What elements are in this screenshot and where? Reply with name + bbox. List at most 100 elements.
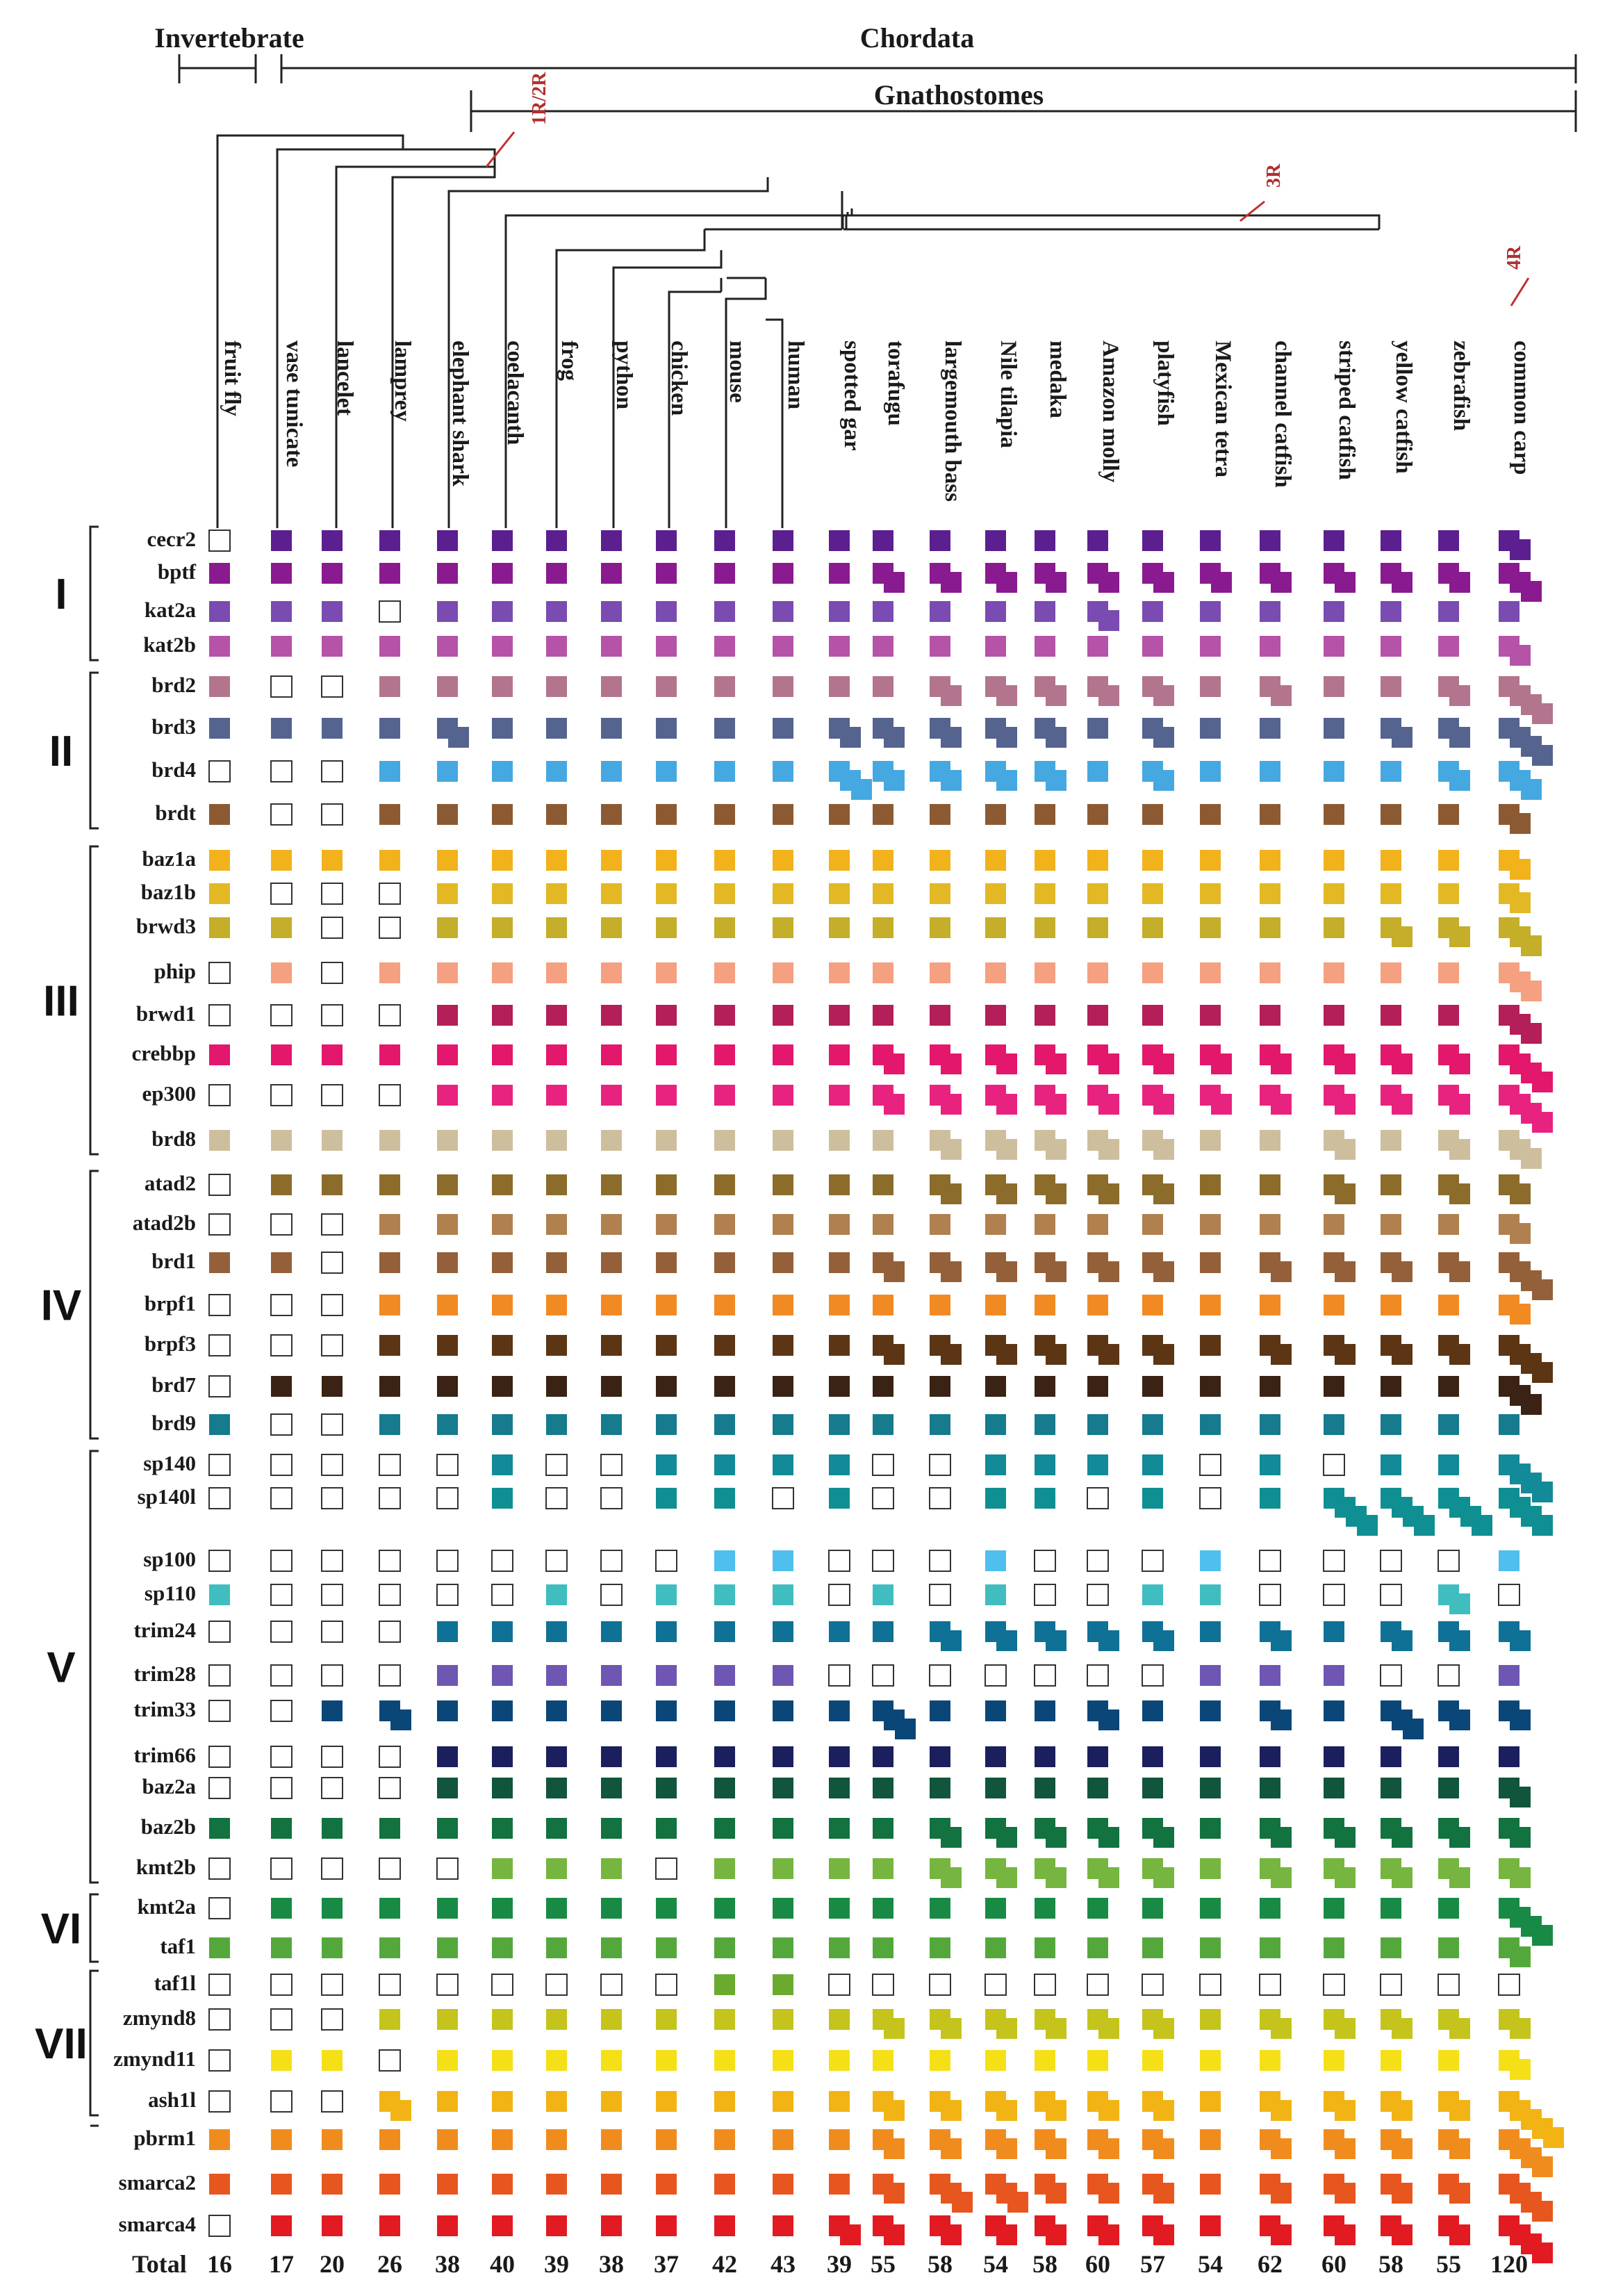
gene-copy-cell [873,1174,893,1195]
gene-copy-cell [1035,1376,1055,1397]
absent-cell [270,1700,293,1722]
gene-copy-cell [930,1778,950,1798]
gene-copy-cell [773,1621,793,1642]
chordata-label: Chordata [860,22,974,54]
gene-copy-cell [773,718,793,739]
gene-copy-cell [985,1488,1006,1509]
absent-cell [379,1550,401,1572]
absent-cell [321,1858,343,1880]
gene-copy-cell [1449,2018,1470,2039]
gene-copy-cell [829,1295,850,1315]
absent-cell [1259,1974,1281,1996]
gene-copy-cell [492,2091,513,2112]
group-label: V [47,1644,75,1692]
gene-copy-cell [714,1898,735,1919]
gene-copy-cell [996,2224,1017,2245]
gene-copy-cell [601,1130,622,1151]
gene-copy-cell [996,770,1017,791]
gene-copy-cell [656,1174,677,1195]
gene-copy-cell [1392,1094,1412,1115]
absent-cell [208,1897,231,1919]
gene-copy-cell [996,1139,1017,1160]
gene-copy-cell [1098,1053,1119,1074]
gene-copy-cell [1087,530,1108,551]
gene-copy-cell [546,1044,567,1065]
gene-copy-cell [546,761,567,782]
gene-copy-cell [601,1746,622,1767]
gene-copy-cell [656,563,677,584]
gene-copy-cell [1200,883,1221,904]
gene-copy-cell [1392,926,1412,947]
gene-label: taf1l [154,1971,197,1995]
gene-copy-cell [1521,981,1542,1001]
gene-copy-cell [1260,1488,1280,1509]
gene-copy-cell [985,1214,1006,1235]
absent-cell [545,1974,568,1996]
gene-copy-cell [1381,1376,1401,1397]
gene-copy-cell [829,1005,850,1026]
gene-copy-cell [1324,1700,1344,1721]
gene-copy-cell [1472,1515,1492,1536]
gene-copy-cell [1087,917,1108,938]
gene-copy-cell [1532,1482,1553,1502]
gene-label: brpf1 [145,1291,196,1315]
gene-copy-cell [1392,1344,1412,1365]
gene-copy-cell [1438,1778,1459,1798]
absent-cell [208,1746,231,1768]
gene-copy-cell [546,1937,567,1958]
gene-copy-cell [1271,2183,1292,2204]
gene-copy-cell [1087,1005,1108,1026]
gene-copy-cell [1510,859,1531,880]
absent-cell [1380,1664,1402,1687]
gene-copy-cell [437,962,458,983]
gene-copy-cell [437,1130,458,1151]
gene-copy-cell [546,530,567,551]
gene-copy-cell [1098,1344,1119,1365]
gene-copy-cell [829,804,850,825]
gene-copy-cell [322,1898,343,1919]
gene-copy-cell [492,636,513,657]
gene-copy-cell [1381,1174,1401,1195]
gene-copy-cell [996,2018,1017,2039]
gene-copy-cell [941,572,962,593]
gene-copy-cell [1200,1700,1221,1721]
absent-cell [600,1974,623,1996]
gene-copy-cell [601,530,622,551]
gene-copy-cell [1381,1005,1401,1026]
gene-copy-cell [941,685,962,706]
gene-copy-cell [1153,1344,1174,1365]
gene-copy-cell [1521,779,1542,800]
gene-label: pbrm1 [133,2126,196,2150]
gene-copy-cell [1260,1214,1280,1235]
total-value: 60 [1085,2250,1110,2278]
invertebrate-label: Invertebrate [154,22,304,54]
gene-copy-cell [895,1719,916,1739]
gene-copy-cell [773,1858,793,1879]
gene-label: trim33 [133,1697,196,1721]
gene-copy-cell [996,1867,1017,1888]
absent-cell [545,1550,568,1572]
absent-cell [321,675,343,698]
gene-copy-cell [1087,761,1108,782]
gene-copy-cell [209,1818,230,1839]
gene-copy-cell [656,962,677,983]
absent-cell [321,1004,343,1026]
gene-copy-cell [1200,1621,1221,1642]
gene-copy-cell [1392,2138,1412,2159]
total-value: 37 [654,2250,679,2278]
species-label: frog [557,341,582,382]
gene-copy-cell [1381,804,1401,825]
absent-cell [321,1084,343,1106]
gene-copy-cell [1438,530,1459,551]
gene-copy-cell [1510,645,1531,666]
gene-copy-cell [1200,1778,1221,1798]
gene-copy-cell [601,761,622,782]
absent-cell [929,1974,951,1996]
gene-copy-cell [1142,1778,1163,1798]
gene-copy-cell [714,1130,735,1151]
gene-copy-cell [1153,1630,1174,1651]
gene-copy-cell [437,1335,458,1356]
gene-copy-cell [1271,2138,1292,2159]
gene-label: brpf3 [145,1331,196,1356]
gene-copy-cell [1153,2183,1174,2204]
